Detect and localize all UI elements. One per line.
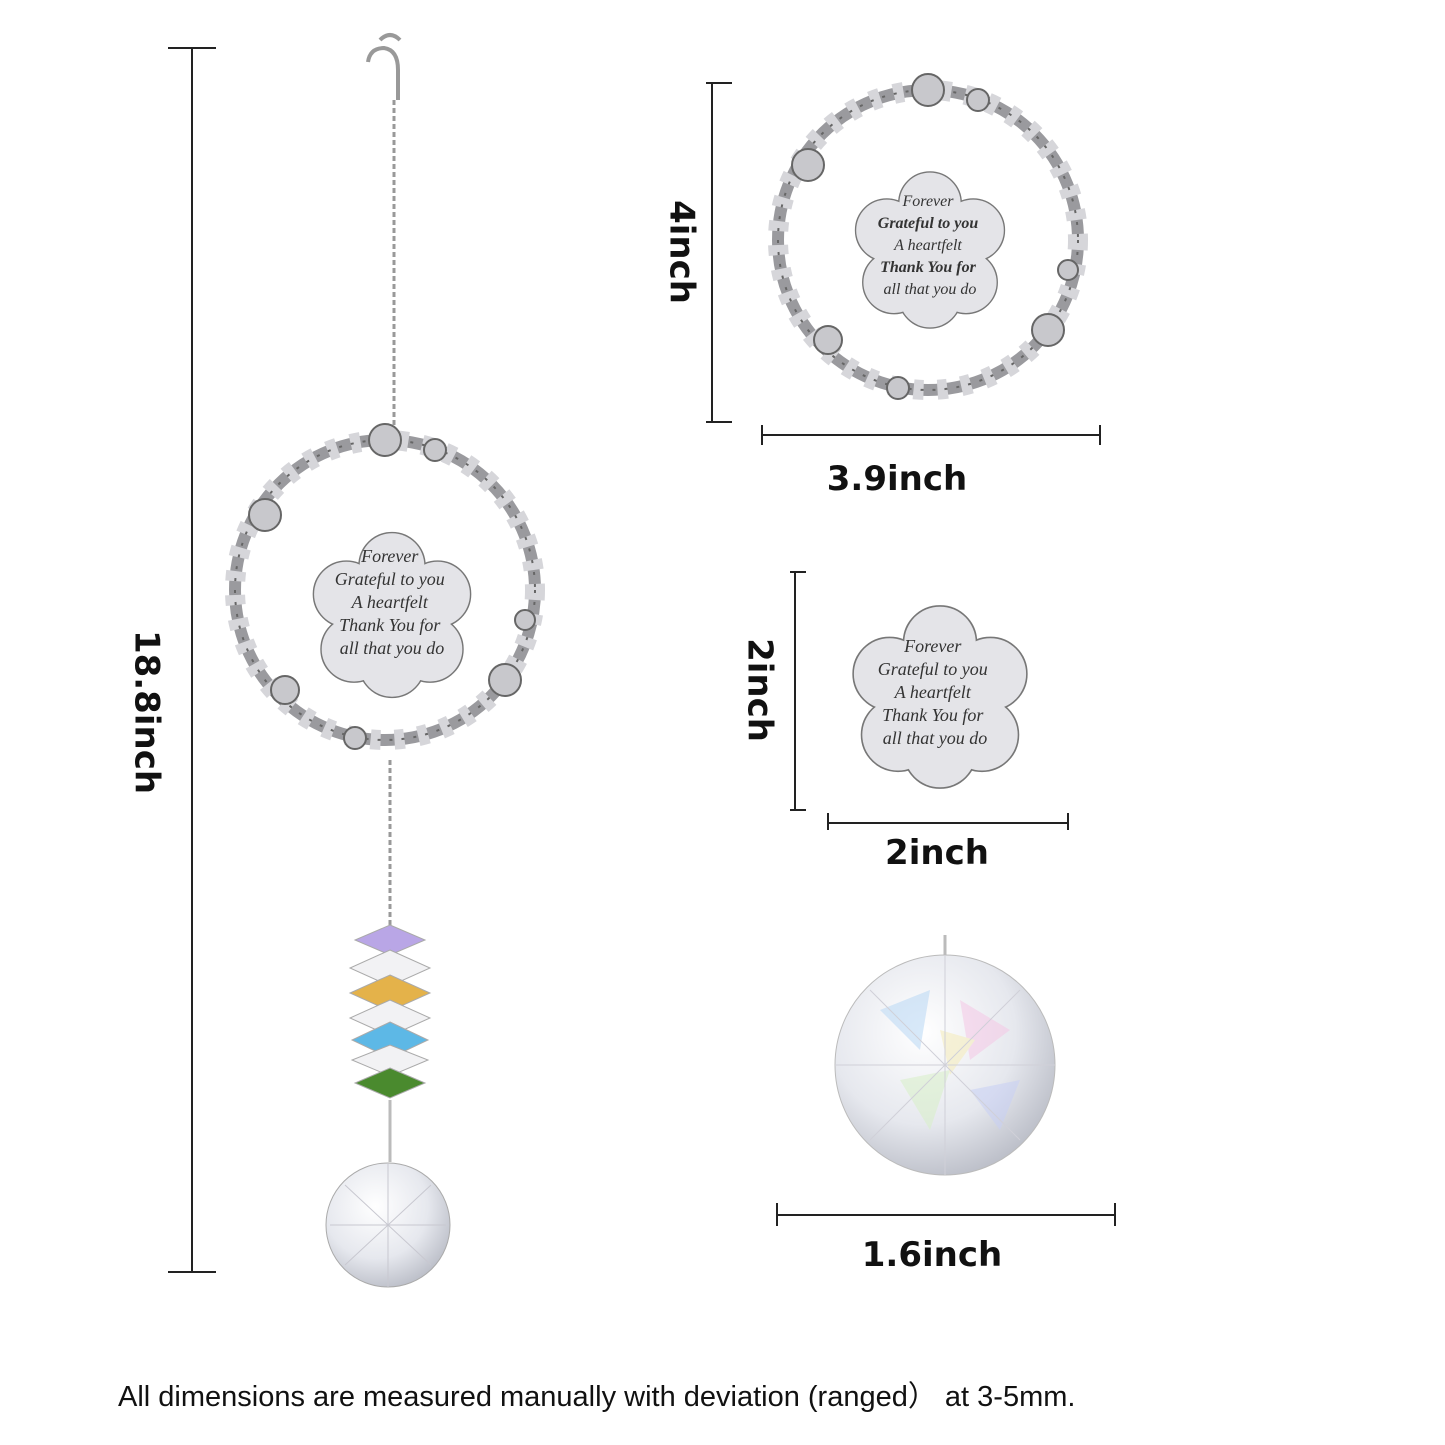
dimension-label: 1.6inch <box>862 1235 1002 1275</box>
engraving-line: all that you do <box>884 281 977 298</box>
engraving-line: Forever <box>902 193 955 210</box>
engraving-line: A heartfelt <box>893 237 962 254</box>
engraving-line: Grateful to you <box>878 659 988 679</box>
dimension-label: 2inch <box>740 638 780 742</box>
engraving-line: A heartfelt <box>894 682 972 702</box>
engraving-line: all that you do <box>340 638 445 658</box>
dimension-line <box>168 47 216 1273</box>
engraving-line: Thank You for <box>880 259 977 276</box>
dimension-line <box>706 82 1101 445</box>
engraving-line: A heartfelt <box>351 592 429 612</box>
engraving-line: Forever <box>903 636 962 656</box>
engraving: Forever Grateful to you A heartfelt Than… <box>878 193 982 298</box>
engraving-line: Grateful to you <box>878 215 979 232</box>
engraving-line: Forever <box>360 546 419 566</box>
engraving-line: Grateful to you <box>335 569 445 589</box>
engraving-line: Thank You for <box>339 615 441 635</box>
dimension-label: 3.9inch <box>827 459 967 499</box>
ornament <box>235 33 535 1288</box>
dimension-line <box>776 1203 1116 1226</box>
engraving: Forever Grateful to you A heartfelt Than… <box>335 546 450 658</box>
engraving-line: all that you do <box>883 728 988 748</box>
dimension-label: 2inch <box>885 833 989 873</box>
dimension-label: 4inch <box>662 200 702 304</box>
engraving-line: Thank You for <box>882 705 984 725</box>
engraving: Forever Grateful to you A heartfelt Than… <box>878 636 993 748</box>
crystal-ball <box>834 935 1056 1176</box>
dimension-label: 18.8inch <box>127 630 167 794</box>
footnote: All dimensions are measured manually wit… <box>118 1381 1075 1413</box>
dimension-line <box>790 571 1069 830</box>
